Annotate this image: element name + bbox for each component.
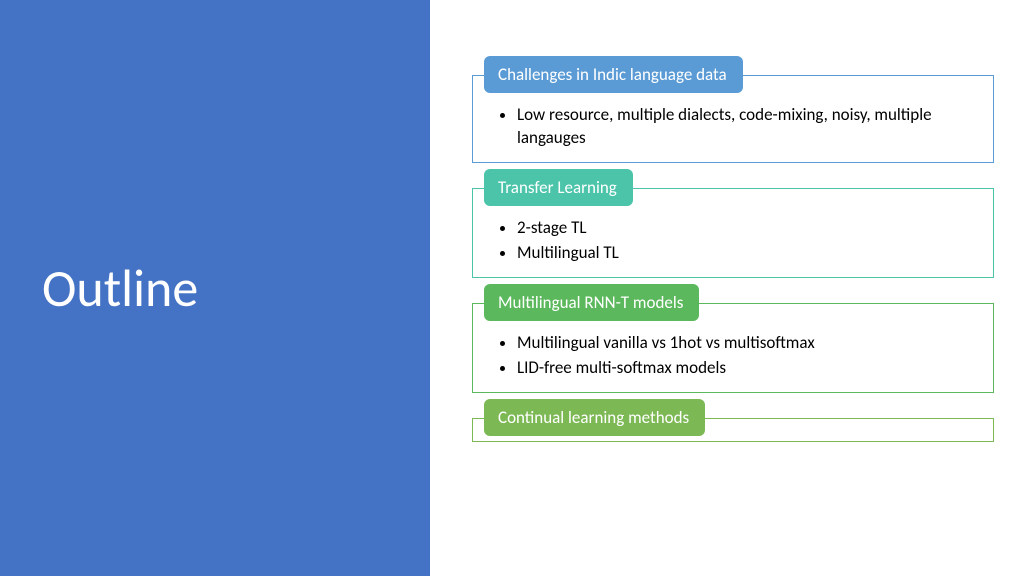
section-heading-tab: Challenges in Indic language data [484,56,743,93]
outline-section: Multilingual RNN-T models Multilingual va… [472,284,994,393]
bullet-item: Low resource, multiple dialects, code-mi… [517,104,977,150]
bullet-item: 2-stage TL [517,217,977,240]
bullet-item: Multilingual TL [517,242,977,265]
slide-title: Outline [42,256,198,320]
title-panel: Outline [0,0,430,576]
slide: Outline Challenges in Indic language dat… [0,0,1024,576]
section-heading-tab: Multilingual RNN-T models [484,284,699,321]
bullet-item: Multilingual vanilla vs 1hot vs multisof… [517,332,977,355]
outline-section: Transfer Learning 2-stage TLMultilingual … [472,169,994,278]
bullet-list: Low resource, multiple dialects, code-mi… [503,104,977,150]
bullet-list: Multilingual vanilla vs 1hot vs multisof… [503,332,977,380]
outline-section: Challenges in Indic language data Low res… [472,56,994,163]
bullet-list: 2-stage TLMultilingual TL [503,217,977,265]
bullet-item: LID-free multi-softmax models [517,357,977,380]
outline-section: Continual learning methods [472,399,994,442]
section-heading-tab: Transfer Learning [484,169,633,206]
content-panel: Challenges in Indic language data Low res… [430,0,1024,576]
section-heading-tab: Continual learning methods [484,399,705,436]
